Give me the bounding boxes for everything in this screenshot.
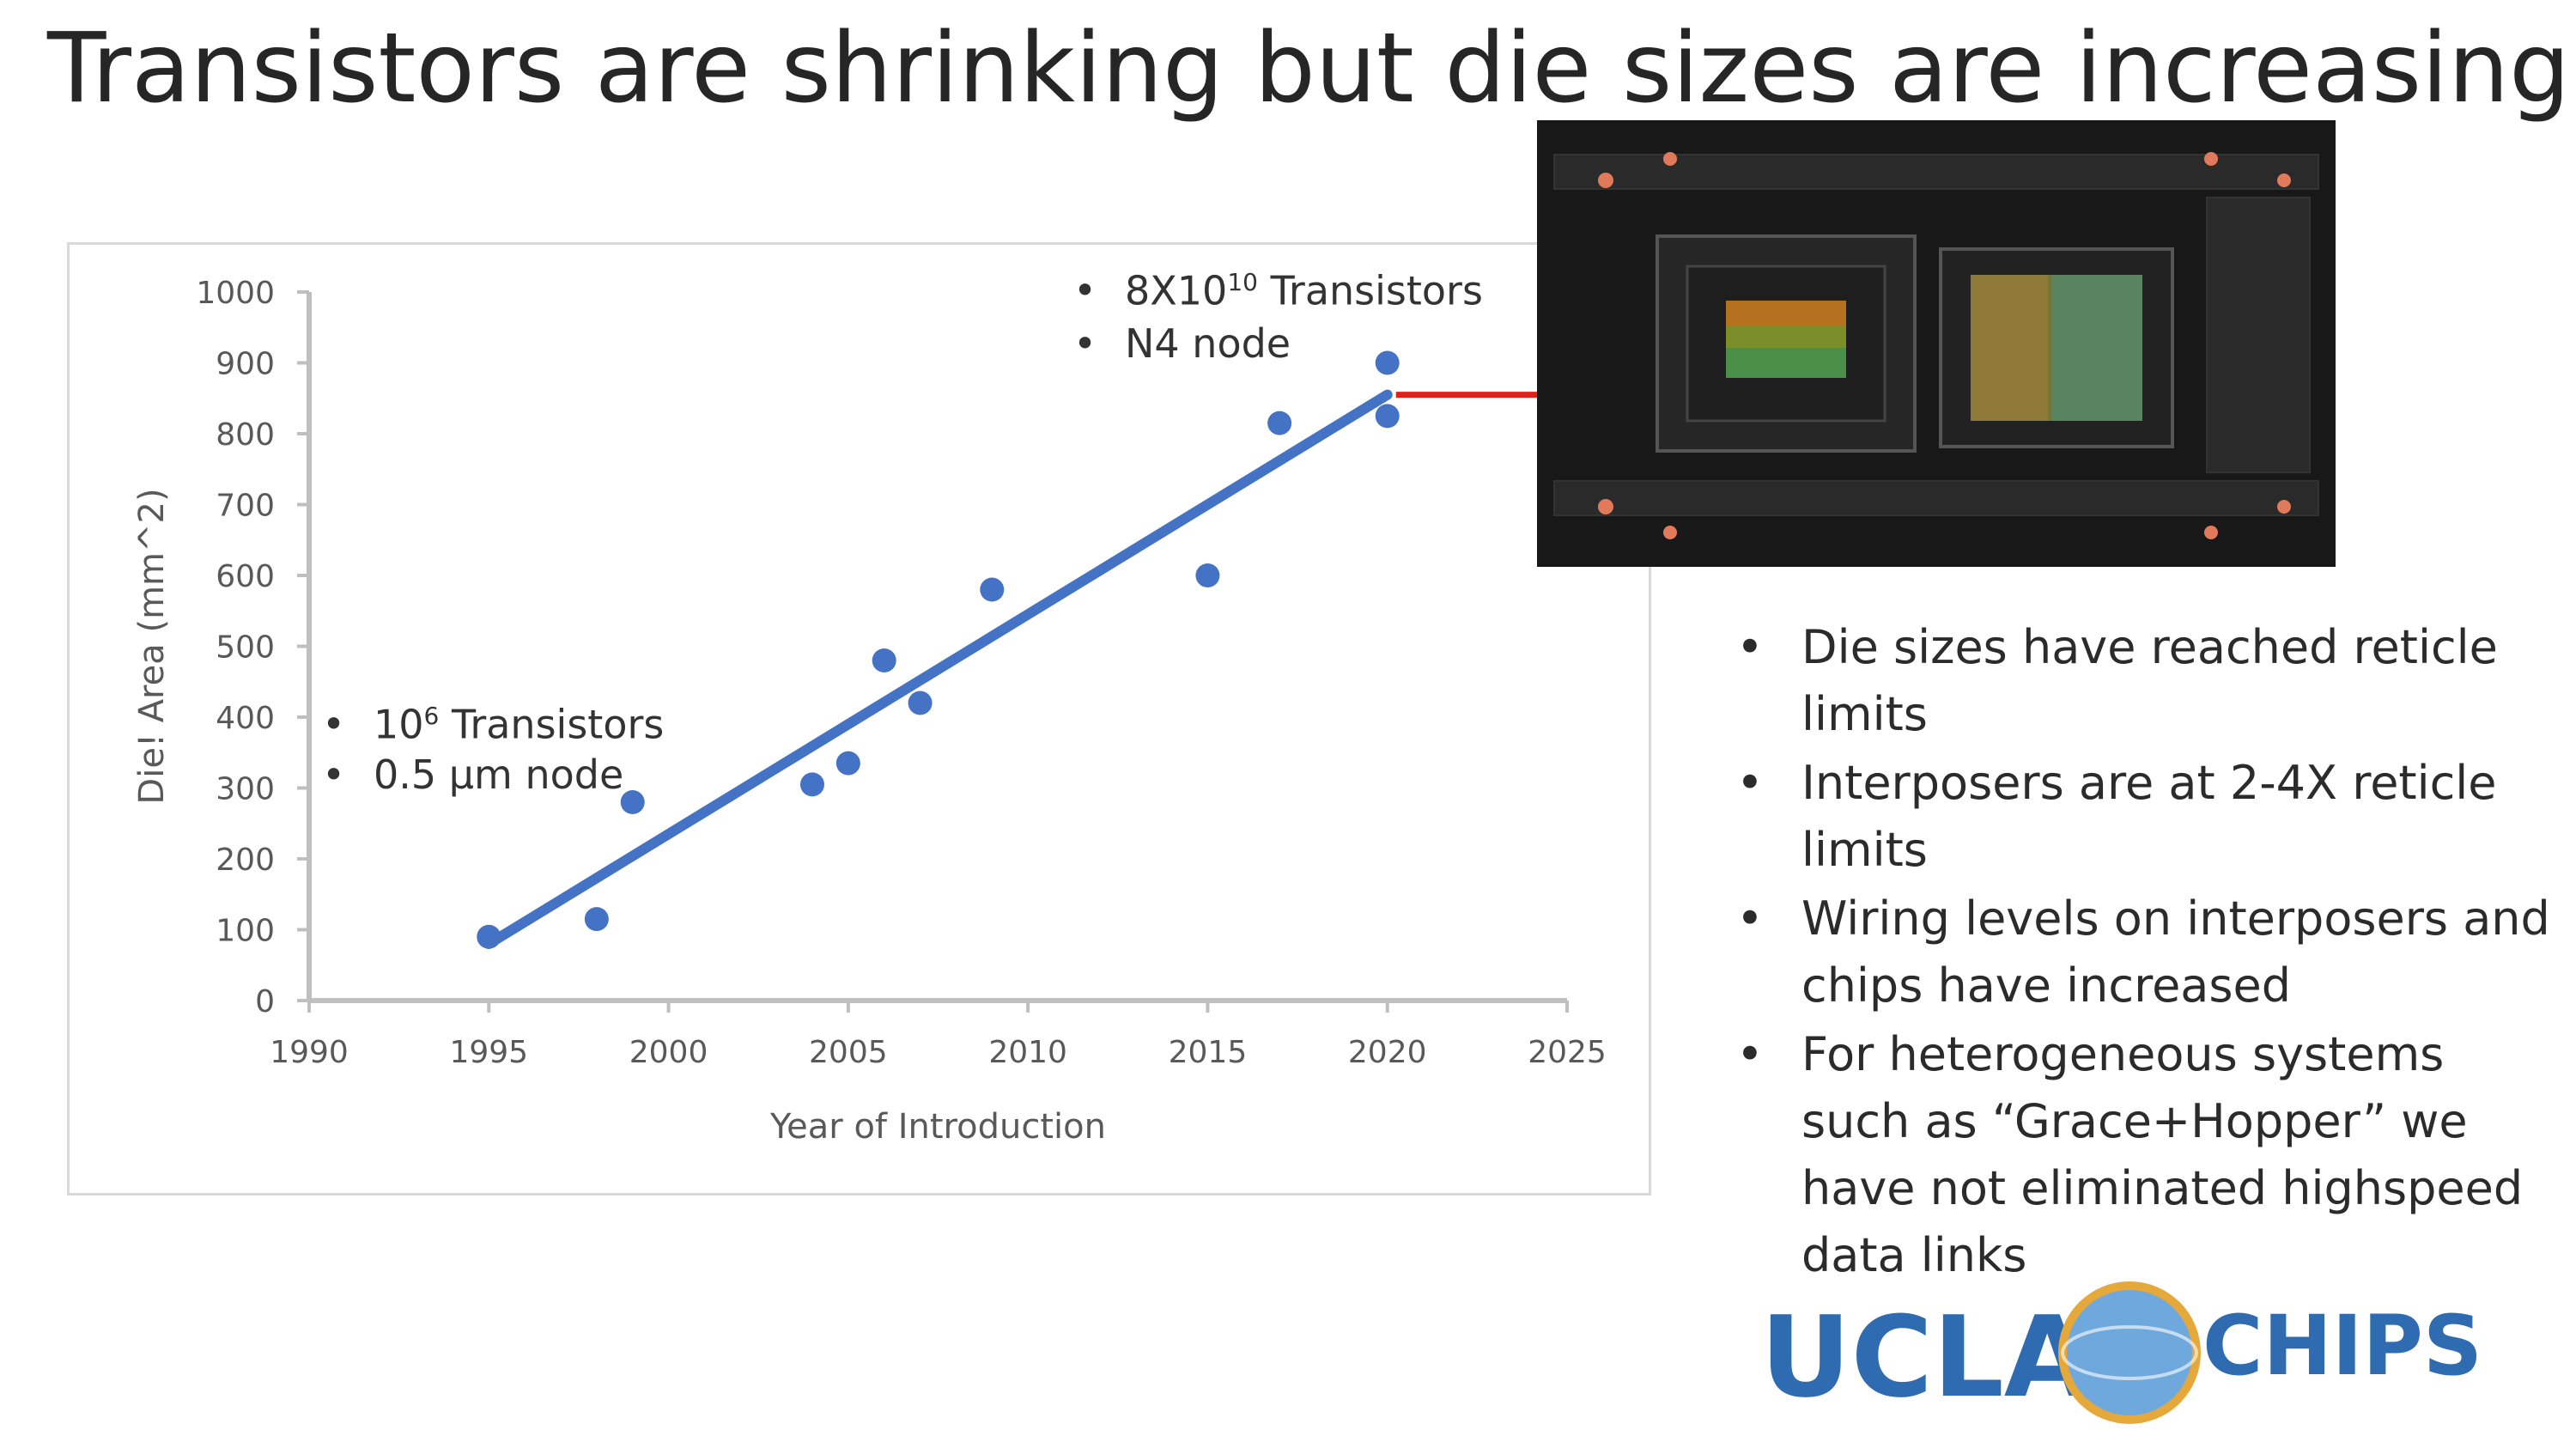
annotation-early-exp: 6 [423, 702, 440, 730]
annotation-recent-line1: • 8X1010 Transistors [1073, 267, 1483, 314]
x-tick-label: 2005 [809, 1035, 888, 1070]
x-tick-label: 2020 [1348, 1035, 1427, 1070]
x-tick-label: 2025 [1528, 1035, 1607, 1070]
data-point [1375, 350, 1400, 375]
chip-package-photo [1537, 120, 2336, 567]
annotation-recent-line2: • N4 node [1073, 320, 1291, 367]
bullet-item: Wiring levels on interposers and chips h… [1726, 885, 2550, 1019]
data-point [800, 772, 824, 797]
data-point [980, 577, 1005, 602]
bullet-item: For heterogeneous systems such as “Grace… [1726, 1021, 2550, 1289]
ucla-chips-logo: UCLA CHIPS [1752, 1271, 2507, 1426]
data-point [1195, 563, 1220, 587]
annotation-recent-exp: 10 [1227, 268, 1258, 296]
annotation-early-line1: • 106 Transistors [322, 701, 665, 748]
y-tick-label: 500 [216, 630, 275, 666]
y-tick-label: 800 [216, 417, 275, 453]
annotation-early-node: 0.5 μm node [374, 752, 624, 798]
x-axis-label: Year of Introduction [769, 1107, 1106, 1147]
globe-icon [2058, 1281, 2201, 1424]
logo-chips-text: CHIPS [2202, 1298, 2482, 1394]
logo-graphic: UCLA CHIPS [1760, 1281, 2482, 1424]
logo-ucla-text: UCLA [1760, 1292, 2090, 1422]
bullet-item: Die sizes have reached reticle limits [1726, 614, 2550, 748]
slide-title: Transistors are shrinking but die sizes … [47, 13, 2576, 125]
x-tick-label: 2015 [1169, 1035, 1248, 1070]
annotation-early-line2: • 0.5 μm node [322, 752, 624, 798]
chart-points [477, 350, 1400, 949]
y-tick-label: 400 [216, 701, 275, 736]
data-point [584, 907, 609, 932]
data-point [835, 751, 860, 776]
y-tick-label: 0 [255, 984, 275, 1019]
y-tick-label: 600 [216, 559, 275, 594]
y-tick-label: 100 [216, 914, 275, 949]
y-tick-label: 1000 [196, 276, 275, 311]
y-tick-label: 900 [216, 347, 275, 382]
y-tick-label: 700 [216, 489, 275, 524]
annotation-recent-node: N4 node [1125, 320, 1291, 367]
annotation-early-rest: Transistors [439, 701, 665, 748]
data-point [620, 790, 645, 814]
y-axis-label: Die! Area (mm^2) [132, 488, 172, 804]
x-tick-label: 1995 [449, 1035, 528, 1070]
chart-ticks: 0 100 200 300 400 500 600 700 800 900 1000 1990 1995… [196, 276, 1606, 1070]
y-tick-label: 300 [216, 772, 275, 807]
annotation-early-base: 10 [374, 701, 424, 748]
data-point [1375, 404, 1400, 429]
x-tick-label: 2000 [629, 1035, 708, 1070]
chip-package-illustration [1537, 120, 2336, 567]
data-point [477, 924, 501, 949]
bullet-list: Die sizes have reached reticle limits In… [1726, 614, 2550, 1291]
bullet-item: Interposers are at 2-4X reticle limits [1726, 750, 2550, 884]
x-tick-label: 2010 [988, 1035, 1067, 1070]
trendline [483, 389, 1393, 949]
annotation-recent-base: 8X10 [1125, 267, 1228, 314]
chart-trendline [483, 389, 1393, 949]
x-tick-label: 1990 [270, 1035, 349, 1070]
data-point [872, 648, 896, 672]
annotation-recent-rest: Transistors [1257, 267, 1483, 314]
data-point [1267, 411, 1292, 435]
y-tick-label: 200 [216, 843, 275, 878]
data-point [908, 691, 933, 715]
